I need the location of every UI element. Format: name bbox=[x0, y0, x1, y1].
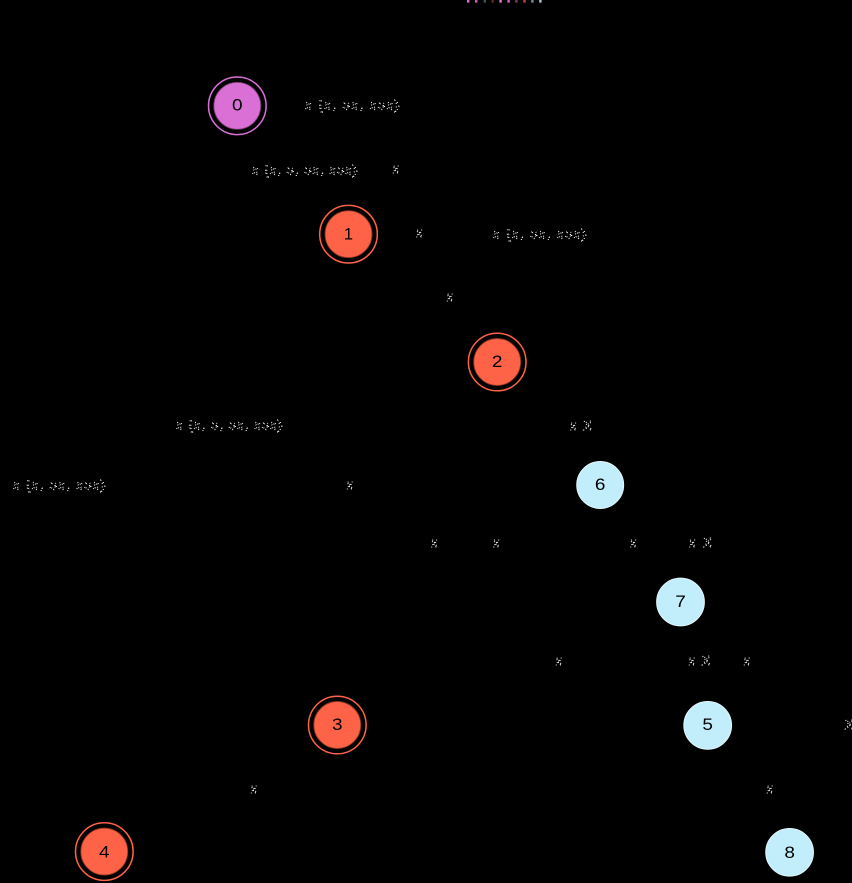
svg-text:x: x bbox=[744, 653, 751, 668]
svg-text:7: 7 bbox=[675, 592, 686, 611]
svg-text:X: X bbox=[845, 717, 852, 732]
svg-text:x: x bbox=[556, 653, 563, 668]
svg-text:x: x bbox=[493, 535, 500, 550]
svg-text:x {x, ox, xox}: x {x, ox, xox} bbox=[13, 477, 106, 492]
svg-text:5: 5 bbox=[702, 715, 713, 734]
svg-text:X: X bbox=[702, 653, 711, 668]
svg-text:x {x, ox, xox}: x {x, ox, xox} bbox=[305, 97, 400, 112]
svg-text:x: x bbox=[630, 535, 637, 550]
svg-text:x {x, o, ox, xox}: x {x, o, ox, xox} bbox=[176, 417, 283, 432]
svg-text:x: x bbox=[570, 418, 577, 433]
svg-text:x: x bbox=[416, 225, 423, 240]
svg-text:x {x, o, ox, xox}: x {x, o, ox, xox} bbox=[252, 162, 358, 177]
svg-text:x: x bbox=[431, 535, 438, 550]
svg-text:4: 4 bbox=[99, 843, 110, 862]
svg-text:x: x bbox=[767, 781, 774, 796]
svg-text:x: x bbox=[447, 289, 454, 304]
svg-text:3: 3 bbox=[332, 715, 343, 734]
svg-text:X: X bbox=[704, 535, 713, 550]
svg-text:x: x bbox=[347, 477, 354, 492]
svg-text:8: 8 bbox=[784, 843, 795, 862]
svg-text:x {x, ox, xox}: x {x, ox, xox} bbox=[493, 226, 587, 241]
svg-text:6: 6 bbox=[595, 475, 606, 494]
svg-text:X: X bbox=[584, 418, 593, 433]
svg-text:x: x bbox=[689, 653, 696, 668]
svg-text:2: 2 bbox=[492, 352, 503, 371]
svg-text:x: x bbox=[251, 781, 258, 796]
svg-text:x: x bbox=[689, 535, 696, 550]
svg-text:1: 1 bbox=[344, 226, 353, 244]
svg-text:0: 0 bbox=[232, 96, 243, 115]
svg-text:x: x bbox=[393, 161, 400, 176]
